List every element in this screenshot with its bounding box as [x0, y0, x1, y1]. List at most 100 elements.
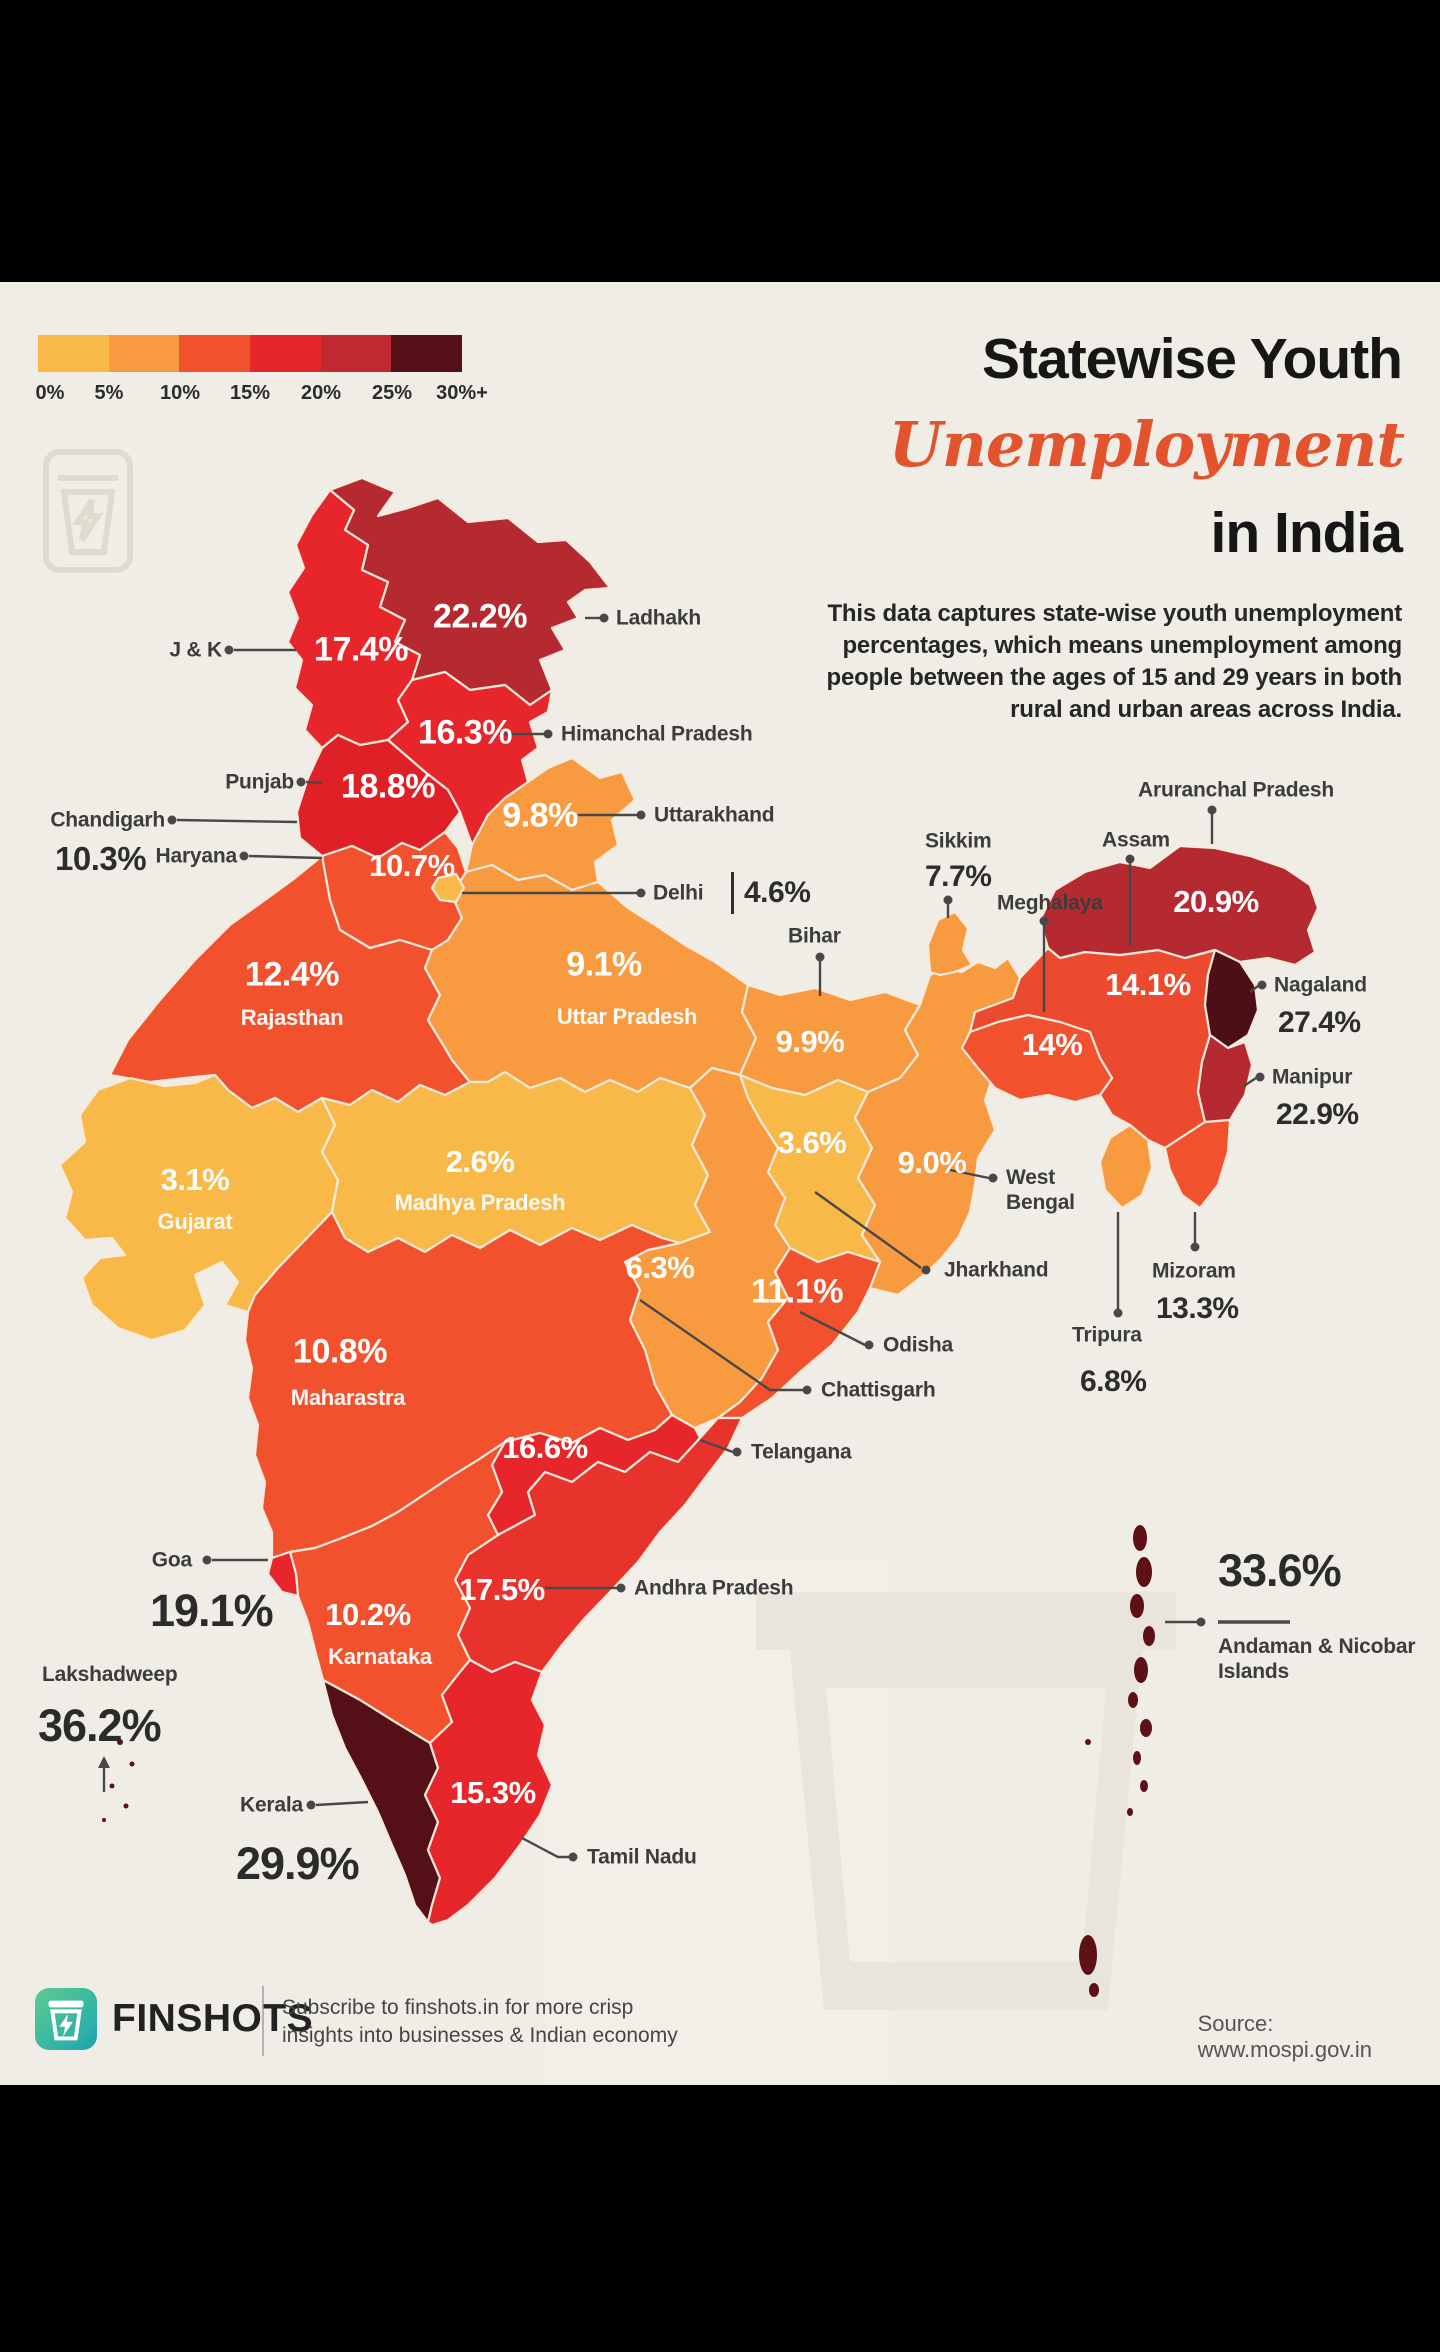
value-manipur: 22.9%	[1276, 1098, 1359, 1131]
top-letterbox-bar	[0, 0, 1440, 282]
state-shape-manipur	[1196, 1033, 1254, 1124]
label-jharkhand: Jharkhand	[944, 1258, 1049, 1282]
value-tripura: 6.8%	[1080, 1365, 1147, 1398]
value-chandigarh: 10.3%	[55, 840, 147, 877]
state-shape-nagaland	[1203, 948, 1260, 1050]
value-tamil-nadu: 15.3%	[450, 1775, 536, 1810]
value-gujarat: 3.1%	[160, 1162, 230, 1197]
legend-tick: 5%	[94, 382, 124, 404]
state-shape-arunachal	[1038, 844, 1320, 967]
value-jk: 17.4%	[314, 630, 408, 669]
value-goa: 19.1%	[150, 1585, 274, 1636]
value-lakshadweep: 36.2%	[38, 1700, 162, 1751]
watermark-logo-large	[756, 1592, 1176, 2010]
label-tamil-nadu: Tamil Nadu	[587, 1845, 697, 1869]
label-himachal: Himanchal Pradesh	[561, 722, 753, 746]
label-bihar: Bihar	[788, 924, 841, 948]
label-andaman: Andaman & Nicobar Islands	[1218, 1635, 1416, 1684]
description-line: people between the ages of 15 and 29 yea…	[826, 664, 1403, 691]
state-shape-tripura	[1098, 1123, 1154, 1210]
bg-patch	[80, 402, 340, 582]
value-arunachal: 20.9%	[1173, 884, 1259, 919]
description-line: rural and urban areas across India.	[1010, 696, 1402, 723]
label-meghalaya: Meghalaya	[997, 891, 1103, 915]
name-rajasthan: Rajasthan	[240, 1005, 344, 1030]
label-punjab: Punjab	[225, 770, 294, 794]
page-title-line1: Statewise Youth	[982, 327, 1403, 391]
name-maharashtra: Maharastra	[290, 1385, 406, 1410]
state-shape-madhya-pradesh	[320, 1070, 712, 1254]
value-haryana: 10.7%	[369, 848, 455, 883]
value-andaman: 33.6%	[1218, 1545, 1342, 1596]
subscribe-text: Subscribe to finshots.in for more crisp …	[282, 1994, 678, 2050]
value-west-bengal: 9.0%	[897, 1145, 967, 1180]
page-description: This data captures state-wise youth unem…	[827, 598, 1403, 726]
value-andhra-pradesh: 17.5%	[459, 1572, 545, 1607]
name-gujarat: Gujarat	[157, 1209, 233, 1234]
legend-swatch-1	[108, 335, 180, 372]
value-odisha: 11.1%	[750, 1272, 844, 1311]
label-mizoram: Mizoram	[1152, 1259, 1236, 1283]
legend-tick: 10%	[159, 382, 201, 404]
value-bihar: 9.9%	[775, 1024, 845, 1059]
legend-tick: 30%+	[436, 382, 488, 404]
value-rajasthan: 12.4%	[245, 955, 339, 994]
label-goa: Goa	[151, 1548, 192, 1572]
legend-swatch-0	[38, 335, 109, 372]
label-tripura: Tripura	[1072, 1323, 1142, 1347]
label-jk: J & K	[169, 638, 222, 662]
label-arunachal: Aruranchal Pradesh	[1138, 778, 1334, 802]
value-nagaland: 27.4%	[1278, 1006, 1361, 1039]
label-andhra-pradesh: Andhra Pradesh	[634, 1576, 794, 1600]
page-title-line3: in India	[1210, 501, 1403, 565]
value-delhi: 4.6%	[744, 876, 811, 909]
description-line: percentages, which means unemployment am…	[842, 632, 1402, 659]
value-telangana: 16.6%	[502, 1430, 588, 1465]
source-attribution: Source: www.mospi.gov.in	[1197, 2011, 1372, 2062]
value-punjab: 18.8%	[341, 767, 435, 806]
value-karnataka: 10.2%	[325, 1597, 411, 1632]
value-himachal: 16.3%	[418, 713, 512, 752]
state-shape-sikkim	[926, 910, 974, 977]
value-mizoram: 13.3%	[1156, 1292, 1239, 1325]
state-shape-odisha	[716, 1246, 882, 1420]
state-shape-karnataka	[288, 1440, 507, 1745]
name-karnataka: Karnataka	[328, 1644, 432, 1669]
value-assam: 14.1%	[1105, 967, 1191, 1002]
watermark-logo-small	[43, 449, 133, 573]
legend-tick: 0%	[35, 382, 65, 404]
state-shapes	[58, 476, 1320, 1927]
label-assam: Assam	[1102, 828, 1170, 852]
state-shape-tamil-nadu	[423, 1658, 554, 1927]
state-shape-delhi	[430, 872, 466, 904]
label-lakshadweep: Lakshadweep	[42, 1663, 178, 1686]
description-line: This data captures state-wise youth unem…	[827, 600, 1402, 627]
leader-lines	[98, 613, 1290, 1862]
name-madhya-pradesh: Madhya Pradesh	[394, 1190, 566, 1215]
label-chandigarh: Chandigarh	[50, 808, 165, 832]
label-telangana: Telangana	[751, 1440, 852, 1464]
subscribe-line1: Subscribe to finshots.in for more crisp	[282, 1996, 634, 2019]
label-west-bengal: West Bengal	[1006, 1165, 1075, 1214]
value-sikkim: 7.7%	[925, 860, 992, 893]
legend-tick: 20%	[300, 382, 342, 404]
andaman-islands-shapes	[1079, 1525, 1155, 1997]
state-shape-goa	[266, 1550, 300, 1598]
subscribe-line2: insights into businesses & Indian econom…	[282, 2024, 678, 2047]
finshots-logo-icon	[35, 1988, 97, 2050]
value-kerala: 29.9%	[236, 1838, 360, 1889]
legend-swatch-4	[320, 335, 392, 372]
legend-tick: 25%	[371, 382, 413, 404]
lakshadweep-islands-shapes	[102, 1739, 135, 1822]
label-kerala: Kerala	[239, 1793, 303, 1817]
legend-swatch-2	[179, 335, 251, 372]
label-uttarakhand: Uttarakhand	[654, 803, 775, 827]
legend-tick: 15%	[229, 382, 271, 404]
delhi-divider	[731, 872, 734, 914]
name-uttar-pradesh: Uttar Pradesh	[556, 1004, 698, 1029]
label-manipur: Manipur	[1272, 1065, 1353, 1089]
page-title-line2: Unemployment	[888, 408, 1405, 481]
cup-icon	[48, 2000, 84, 2041]
legend-swatch-5	[391, 335, 463, 372]
